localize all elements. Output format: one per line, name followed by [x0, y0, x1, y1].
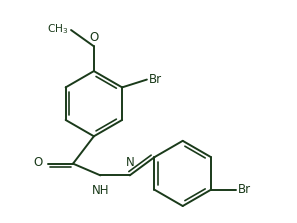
Text: Br: Br: [238, 183, 251, 196]
Text: Br: Br: [149, 73, 162, 86]
Text: CH$_3$: CH$_3$: [47, 22, 68, 36]
Text: NH: NH: [92, 184, 110, 197]
Text: O: O: [89, 31, 99, 44]
Text: O: O: [34, 157, 43, 169]
Text: N: N: [126, 156, 135, 169]
